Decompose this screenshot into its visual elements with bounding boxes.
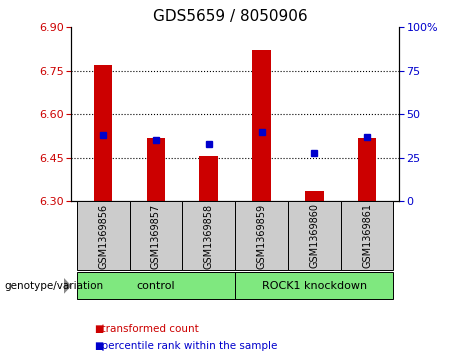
Polygon shape: [64, 279, 71, 293]
Bar: [235, 201, 288, 270]
Bar: [235, 272, 394, 299]
Bar: [252, 50, 271, 201]
Text: control: control: [136, 281, 175, 291]
Bar: [305, 191, 324, 201]
Bar: [182, 201, 235, 270]
Text: GDS5659 / 8050906: GDS5659 / 8050906: [153, 9, 308, 24]
Text: GSM1369857: GSM1369857: [151, 203, 161, 269]
Bar: [130, 201, 182, 270]
Text: percentile rank within the sample: percentile rank within the sample: [95, 340, 277, 351]
Bar: [358, 138, 376, 201]
Bar: [200, 156, 218, 201]
Text: ■: ■: [95, 323, 104, 334]
Bar: [147, 138, 165, 201]
Text: GSM1369859: GSM1369859: [256, 203, 266, 269]
Text: GSM1369856: GSM1369856: [98, 203, 108, 269]
Text: ■: ■: [95, 340, 104, 351]
Bar: [341, 201, 394, 270]
Bar: [77, 201, 130, 270]
Text: GSM1369860: GSM1369860: [309, 203, 319, 269]
Bar: [288, 201, 341, 270]
Text: transformed count: transformed count: [95, 323, 198, 334]
Text: genotype/variation: genotype/variation: [5, 281, 104, 291]
Text: ROCK1 knockdown: ROCK1 knockdown: [262, 281, 367, 291]
Bar: [94, 65, 112, 201]
Text: GSM1369861: GSM1369861: [362, 203, 372, 269]
Bar: [77, 272, 235, 299]
Text: GSM1369858: GSM1369858: [204, 203, 214, 269]
